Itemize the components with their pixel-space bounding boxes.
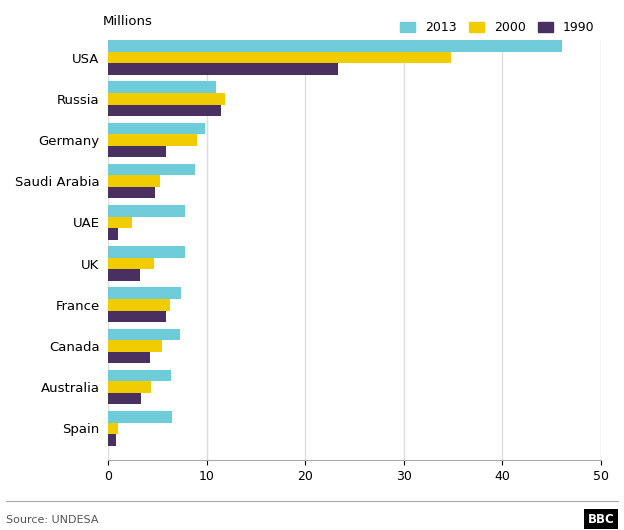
Bar	[108, 187, 155, 198]
Bar	[108, 93, 225, 104]
Bar	[108, 82, 217, 93]
Bar	[108, 269, 140, 281]
Bar	[108, 258, 154, 269]
Bar	[108, 63, 338, 75]
Text: Millions: Millions	[103, 15, 153, 28]
Bar	[108, 122, 205, 134]
Bar	[108, 382, 152, 393]
Bar	[108, 422, 118, 434]
Bar	[108, 205, 185, 217]
Bar	[108, 52, 451, 63]
Bar	[108, 434, 116, 446]
Bar	[108, 370, 171, 382]
Bar	[108, 411, 172, 422]
Legend: 2013, 2000, 1990: 2013, 2000, 1990	[399, 21, 595, 34]
Bar	[108, 134, 197, 146]
Bar	[108, 329, 180, 340]
Text: Source: UNDESA: Source: UNDESA	[6, 515, 99, 525]
Bar	[108, 146, 166, 157]
Bar	[108, 299, 170, 311]
Bar	[108, 228, 118, 240]
Bar	[108, 175, 160, 187]
Bar	[108, 287, 181, 299]
Bar	[108, 164, 195, 175]
Bar	[108, 393, 142, 404]
Bar	[108, 104, 222, 116]
Bar	[108, 40, 562, 52]
Bar	[108, 217, 132, 228]
Bar	[108, 340, 162, 352]
Bar	[108, 352, 150, 363]
Bar	[108, 311, 166, 322]
Bar	[108, 246, 185, 258]
Text: BBC: BBC	[588, 513, 615, 526]
